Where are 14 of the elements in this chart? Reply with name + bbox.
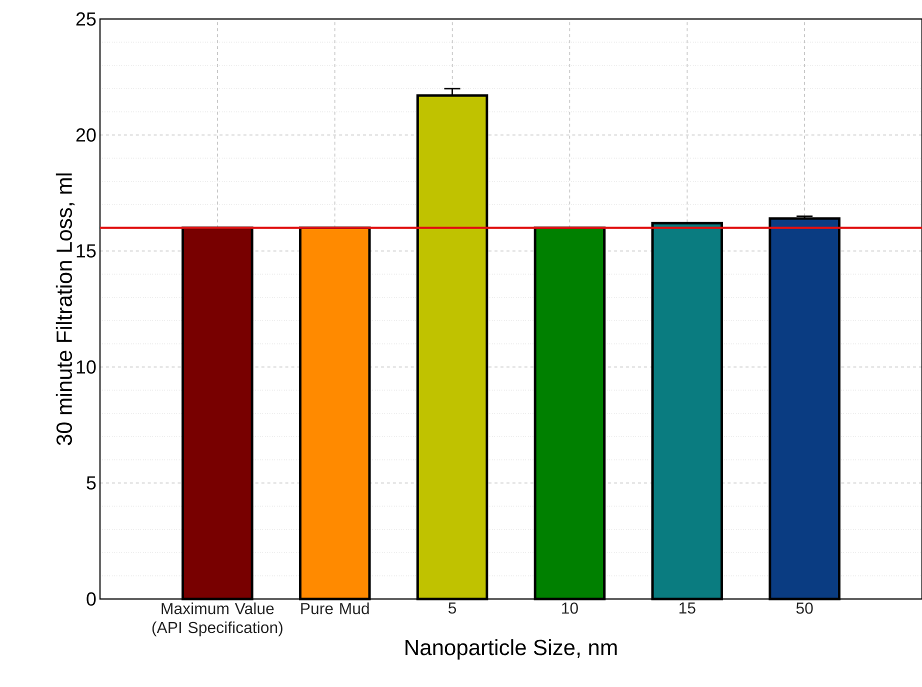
y-tick-label: 15: [76, 244, 96, 258]
x-tick-label: 15: [680, 602, 696, 614]
x-tick-label: 50: [796, 602, 813, 614]
x-tick-label: 5: [448, 602, 456, 614]
x-tick-label: Maximum Value (API Specification): [152, 602, 282, 636]
x-tick-label: 10: [562, 602, 578, 614]
x-tick-label: Pure Mud: [301, 602, 369, 614]
y-tick-label: 5: [86, 476, 96, 490]
y-tick-label: 0: [86, 592, 96, 606]
x-axis-title: Nanoparticle Size, nm: [406, 639, 617, 660]
y-axis-title: 30 minute Filtration Loss, ml: [56, 173, 75, 446]
y-tick-label: 10: [76, 360, 96, 374]
y-tick-label: 20: [76, 128, 96, 142]
y-tick-label: 25: [76, 12, 96, 26]
